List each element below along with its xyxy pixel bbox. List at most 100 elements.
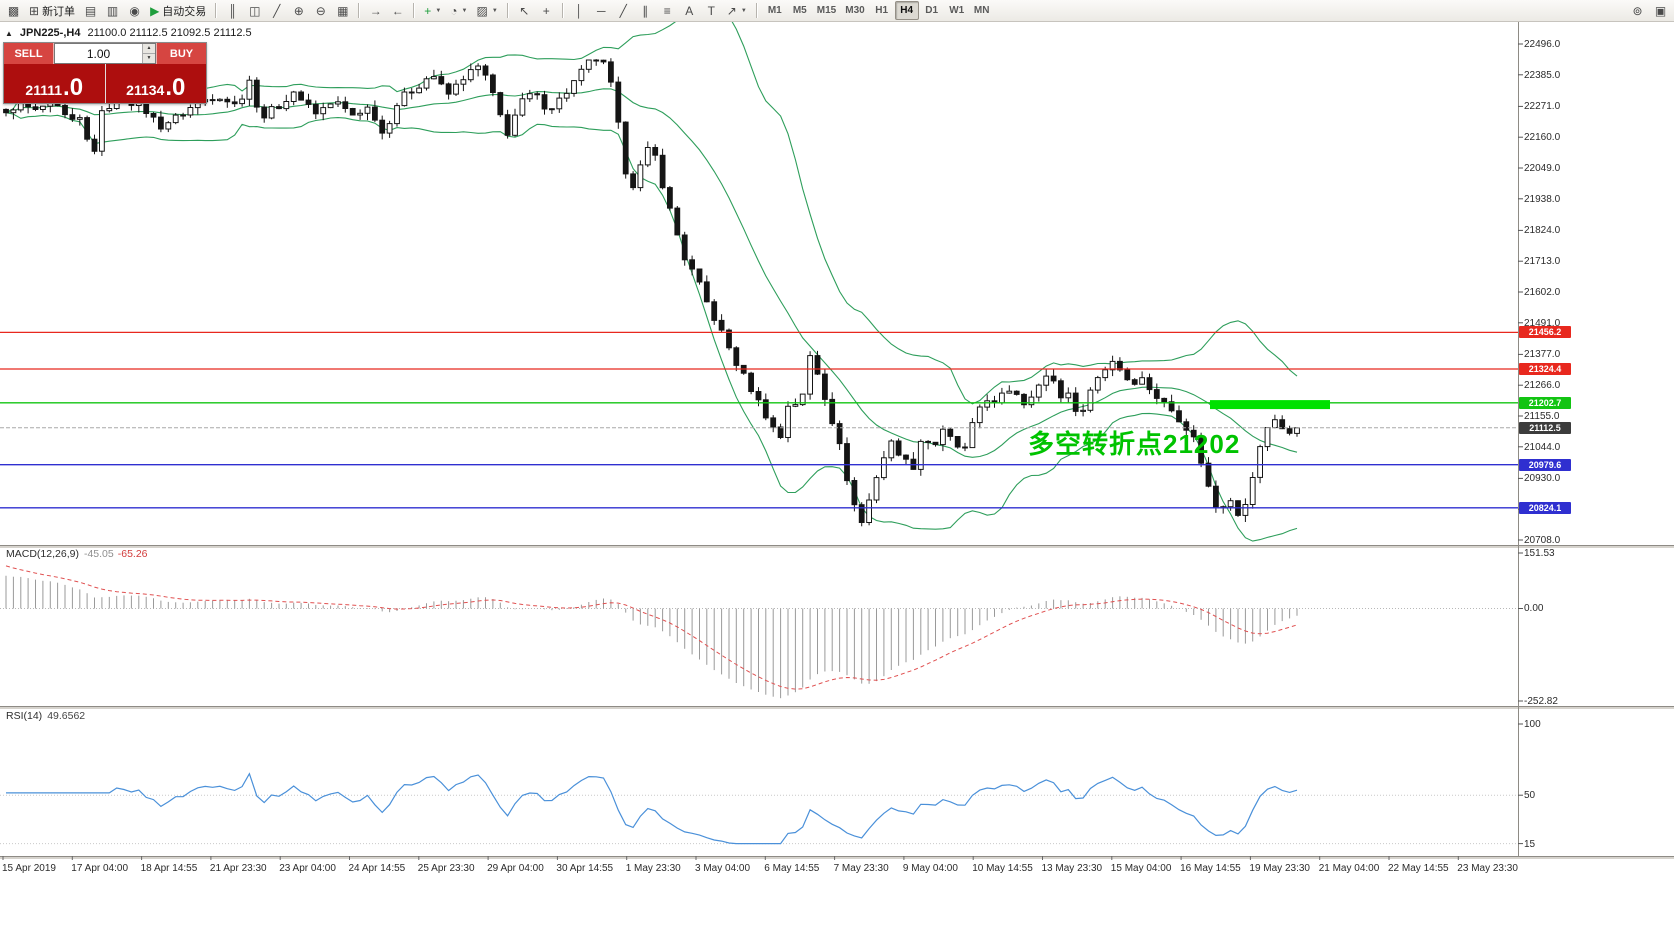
zoom-in-button[interactable]: ⊕ [288, 1, 309, 20]
volume-value[interactable]: 1.00 [86, 46, 111, 61]
time-axis-label: 25 Apr 23:30 [417, 863, 475, 874]
bars-mode-button[interactable]: ║ [222, 1, 243, 20]
sell-price[interactable]: 21111.0 [4, 64, 106, 103]
channel-icon: ∥ [642, 3, 649, 18]
price-axis-label: 22496.0 [1524, 39, 1561, 50]
quick-search-icon: ⊚ [1632, 3, 1643, 18]
cursor-button[interactable]: ↖ [514, 1, 535, 20]
time-axis-label: 21 May 04:00 [1318, 863, 1380, 874]
text-button[interactable]: A [679, 1, 700, 20]
sell-button[interactable]: SELL [4, 43, 54, 64]
history-center-icon: ▤ [84, 3, 97, 18]
price-axis-label: 20930.0 [1524, 473, 1561, 485]
macd-main-value: -45.05 [83, 548, 114, 560]
time-axis[interactable]: 15 Apr 2019 17 Apr 04:00 18 Apr 14:55 21 Ap… [0, 860, 1674, 882]
time-axis-label: 23 Apr 04:00 [279, 863, 336, 874]
panel-separators[interactable] [0, 545, 1674, 859]
timeframe-m1-button[interactable]: M1 [763, 1, 787, 20]
terminal-button[interactable]: ▩ [3, 1, 24, 20]
dropdown-caret-icon[interactable]: ▼ [461, 7, 468, 14]
highlight-support-bar[interactable] [1210, 400, 1330, 410]
auto-trading-icon: ▶ [150, 3, 160, 18]
chart-marker-icon[interactable]: ▲ [5, 28, 13, 38]
annotation-text[interactable]: 多空转折点21202 [1028, 429, 1241, 459]
timeframe-w1-button[interactable]: W1 [945, 1, 969, 20]
quick-search-button[interactable]: ⊚ [1627, 1, 1648, 20]
trendline-button[interactable]: ╱ [613, 1, 634, 20]
profiles-icon: ▥ [106, 3, 119, 18]
vertical-line-icon: │ [575, 3, 584, 18]
price-badge: 20824.1 [1519, 501, 1571, 514]
templates-button[interactable]: ▨ ▼ [472, 1, 501, 20]
timeframe-m5-button[interactable]: M5 [788, 1, 812, 20]
time-axis-label: 15 May 04:00 [1110, 863, 1172, 874]
bollinger-bands [5, 2, 1298, 542]
periods-button[interactable]: ◔ ▼ [446, 1, 471, 20]
macd-indicator [0, 565, 1518, 699]
chart-ohlc-readout: 21100.0 21112.5 21092.5 21112.5 [87, 27, 252, 39]
new-order-button[interactable]: ⊞ 新订单 [25, 1, 79, 20]
rsi-axis-label: 100 [1524, 719, 1541, 730]
candles-mode-button[interactable]: ◫ [244, 1, 265, 20]
toolbar-separator [755, 3, 758, 18]
auto-trading-button-label: 自动交易 [162, 5, 207, 18]
community-button[interactable]: ◉ [124, 1, 145, 20]
volume-decrease-button[interactable]: ▼ [143, 54, 155, 63]
vertical-line-button[interactable]: │ [569, 1, 590, 20]
macd-title: MACD(12,26,9) [6, 548, 79, 560]
toolbar-right-group: ⊚ ▣ [1627, 1, 1671, 20]
zoom-out-button[interactable]: ⊖ [310, 1, 331, 20]
cursor-icon: ↖ [519, 3, 530, 18]
time-axis-label: 9 May 04:00 [902, 863, 958, 874]
auto-trading-button[interactable]: ▶ 自动交易 [146, 1, 210, 20]
timeframe-mn-button[interactable]: MN [970, 1, 994, 20]
horizontal-level-lines[interactable] [0, 331, 1518, 509]
dropdown-caret-icon[interactable]: ▼ [435, 7, 442, 14]
rsi-axis-label: 15 [1524, 838, 1536, 850]
toolbar-separator [413, 3, 416, 18]
horizontal-line-button[interactable]: ─ [591, 1, 612, 20]
price-axis-label: 21824.0 [1524, 225, 1561, 237]
volume-spinner: ▲ ▼ [142, 44, 155, 63]
timeframe-m15-button[interactable]: M15 [813, 1, 840, 20]
buy-button[interactable]: BUY [156, 43, 206, 64]
time-axis-label: 13 May 23:30 [1041, 863, 1103, 874]
arrows-button[interactable]: ↗ ▼ [723, 1, 751, 20]
channel-button[interactable]: ∥ [635, 1, 656, 20]
line-mode-button[interactable]: ╱ [266, 1, 287, 20]
fibonacci-icon: ≡ [663, 3, 671, 18]
timeframe-d1-button[interactable]: D1 [920, 1, 944, 20]
timeframe-h1-button[interactable]: H1 [870, 1, 894, 20]
sell-price-main: 21111 [25, 81, 63, 98]
label-button[interactable]: T [701, 1, 722, 20]
sell-price-pips: .0 [63, 73, 84, 101]
time-axis-label: 23 May 23:30 [1457, 863, 1518, 874]
auto-scroll-button[interactable]: → [365, 1, 386, 20]
toolbar-separator [215, 3, 218, 18]
tile-windows-button[interactable]: ▦ [332, 1, 353, 20]
profiles-button[interactable]: ▥ [102, 1, 123, 20]
window-list-button[interactable]: ▣ [1650, 1, 1671, 20]
price-axis[interactable]: 22496.0 22385.0 22271.0 22160.0 22049.0 21938… [1519, 0, 1674, 945]
dropdown-caret-icon[interactable]: ▼ [491, 7, 498, 14]
indicators-button[interactable]: + ▼ [420, 1, 445, 20]
trendline-icon: ╱ [619, 3, 627, 18]
volume-field[interactable]: 1.00 ▲ ▼ [54, 43, 156, 64]
dropdown-caret-icon[interactable]: ▼ [740, 7, 747, 14]
timeframe-m30-button[interactable]: M30 [841, 1, 868, 20]
price-badge: 20979.6 [1519, 458, 1571, 471]
macd-axis-label: -252.82 [1524, 696, 1558, 707]
price-axis-label: 21491.0 [1524, 317, 1561, 329]
time-axis-label: 10 May 14:55 [972, 863, 1033, 874]
buy-price[interactable]: 21134.0 [106, 64, 207, 103]
macd-axis-label: 151.53 [1524, 548, 1555, 559]
history-center-button[interactable]: ▤ [80, 1, 101, 20]
timeframe-h4-button[interactable]: H4 [894, 1, 919, 20]
chart-shift-button[interactable]: ← [387, 1, 408, 20]
time-axis-label: 22 May 14:55 [1388, 863, 1449, 874]
crosshair-button[interactable]: + [536, 1, 557, 20]
tile-windows-icon: ▦ [337, 3, 349, 18]
fibonacci-button[interactable]: ≡ [657, 1, 678, 20]
volume-increase-button[interactable]: ▲ [143, 44, 155, 54]
